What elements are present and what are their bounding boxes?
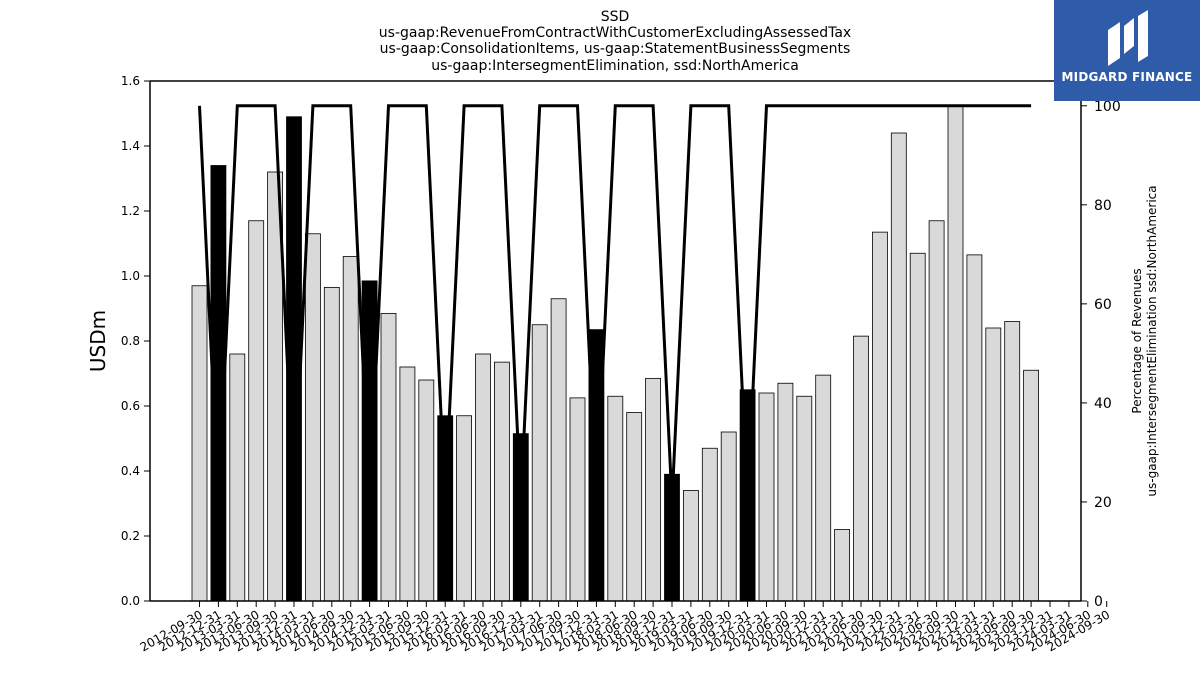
bar-series	[191, 104, 1039, 602]
bar-2015-12-31	[437, 415, 454, 602]
bar-2019-03-31	[683, 490, 699, 602]
y-left-tick-label: 0.2	[121, 529, 140, 543]
bar-2018-06-30	[626, 412, 643, 602]
bar-2016-09-30	[493, 361, 510, 602]
y-right-tick-label: 60	[1094, 297, 1112, 313]
percentage-line-series	[198, 104, 1032, 503]
y-axis-left-label: USDm	[86, 310, 110, 372]
bar-2015-09-30	[418, 379, 435, 602]
y-right-tick-label: 100	[1094, 99, 1121, 115]
logo-text: MIDGARD FINANCE	[1061, 70, 1193, 84]
y-axis-right-label: Percentage of Revenues us-gaap:Intersegm…	[1130, 185, 1159, 496]
y-left-tick-label: 1.4	[121, 139, 140, 153]
x-axis-ticks: 2012-09-302012-12-312013-03-312013-06-30…	[138, 601, 1112, 654]
bar-2014-12-31	[361, 280, 378, 602]
bar-2020-12-31	[815, 374, 832, 602]
chart-title: SSD us-gaap:RevenueFromContractWithCusto…	[379, 9, 851, 74]
y-left-tick-label: 0.8	[121, 334, 140, 348]
bar-2022-03-31	[909, 252, 926, 602]
y-left-tick-label: 1.6	[121, 74, 140, 88]
bar-2021-12-31	[890, 132, 907, 602]
bar-2023-03-31	[985, 327, 1002, 602]
bar-2022-12-31	[966, 254, 983, 602]
bar-2017-03-31	[531, 324, 548, 602]
bar-2018-09-30	[645, 377, 661, 602]
bar-2012-09-30	[191, 285, 208, 602]
bar-2016-06-30	[475, 353, 491, 602]
bar-2023-06-30	[1004, 321, 1021, 602]
y-axis-right-ticks: 0 20 40 60 80 100	[1081, 99, 1121, 610]
bar-2019-09-30	[720, 431, 737, 602]
bar-2019-06-30	[701, 447, 718, 602]
title-line-1: SSD	[601, 9, 630, 25]
bar-2015-03-31	[380, 312, 397, 602]
bar-2022-06-30	[928, 220, 945, 602]
y-right-tick-label: 80	[1094, 198, 1112, 214]
bar-2017-09-30	[569, 397, 586, 602]
bar-2023-09-30	[1023, 369, 1039, 602]
bar-2015-06-30	[399, 366, 416, 602]
title-line-4: us-gaap:IntersegmentElimination, ssd:Nor…	[431, 58, 799, 74]
bar-2013-03-31	[229, 353, 246, 602]
bar-2018-03-31	[607, 395, 624, 602]
y-left-tick-label: 0.0	[121, 594, 140, 608]
bar-2020-09-30	[796, 395, 813, 602]
y-axis-left-ticks: 0.0 0.2 0.4 0.6 0.8 1.0 1.2 1.4 1.6	[121, 74, 150, 608]
bar-2014-09-30	[342, 256, 359, 602]
y-left-tick-label: 0.6	[121, 399, 140, 413]
y-right-tick-label: 40	[1094, 396, 1112, 412]
bar-2013-12-31	[286, 116, 302, 602]
bar-2021-06-30	[853, 335, 869, 602]
y-right-tick-label: 20	[1094, 495, 1112, 511]
y-left-tick-label: 0.4	[121, 464, 140, 478]
bar-2014-03-31	[304, 233, 321, 602]
bar-2020-03-31	[758, 392, 775, 602]
bar-2021-03-31	[834, 529, 850, 602]
y-left-tick-label: 1.2	[121, 204, 140, 218]
title-line-3: us-gaap:ConsolidationItems, us-gaap:Stat…	[380, 41, 851, 57]
bar-2014-06-30	[323, 286, 340, 602]
bar-2016-12-31	[512, 433, 529, 602]
y-axis-right-label-line-2: us-gaap:IntersegmentElimination ssd:Nort…	[1145, 185, 1159, 496]
y-axis-right-label-line-1: Percentage of Revenues	[1130, 268, 1144, 413]
bar-2020-06-30	[777, 382, 794, 602]
y-right-tick-label: 0	[1094, 594, 1103, 610]
bar-2022-09-30	[947, 104, 964, 602]
percentage-line	[198, 104, 1032, 503]
bar-2021-09-30	[872, 231, 888, 602]
title-line-2: us-gaap:RevenueFromContractWithCustomerE…	[379, 25, 851, 41]
bar-2016-03-31	[456, 415, 473, 602]
logo-mark-icon	[1108, 10, 1148, 66]
y-left-tick-label: 1.0	[121, 269, 140, 283]
brand-logo: MIDGARD FINANCE	[1054, 0, 1200, 101]
bar-2017-06-30	[550, 298, 567, 602]
bar-2013-06-30	[248, 220, 265, 602]
